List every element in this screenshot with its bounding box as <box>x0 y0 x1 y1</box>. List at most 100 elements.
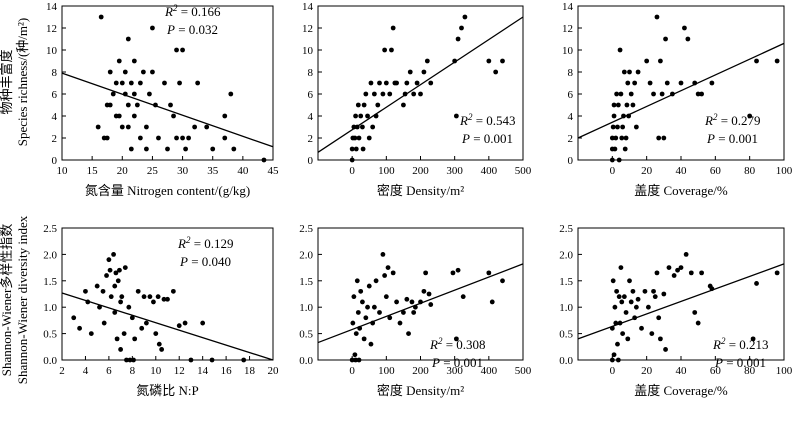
data-point <box>486 270 492 276</box>
data-point <box>131 58 137 64</box>
data-point <box>360 299 365 305</box>
data-point <box>409 299 415 305</box>
x-tick-label: 100 <box>378 165 395 177</box>
data-point <box>380 252 386 257</box>
y-tick-label: 10 <box>46 45 58 57</box>
data-point <box>630 288 636 294</box>
data-point <box>366 283 372 289</box>
data-point <box>147 91 152 97</box>
data-point <box>671 273 677 278</box>
data-point <box>147 294 153 300</box>
data-point <box>349 157 355 163</box>
r-squared-exponent: 2 <box>173 3 178 13</box>
data-point <box>699 270 704 276</box>
data-point <box>180 135 185 141</box>
data-point <box>407 69 413 75</box>
y-tick-label: 2.0 <box>43 249 57 261</box>
x-tick-label: 300 <box>446 365 463 377</box>
y-tick-label: 2.5 <box>43 223 57 235</box>
x-axis-label: 氮磷比 N:P <box>136 383 198 398</box>
data-point <box>370 320 376 326</box>
y-tick-label: 1.0 <box>299 302 313 314</box>
data-point <box>394 299 399 305</box>
data-point <box>616 157 622 163</box>
y-tick-label: 2.5 <box>299 223 313 235</box>
data-point <box>353 331 359 336</box>
data-point <box>377 80 382 86</box>
data-point <box>161 296 167 302</box>
data-point <box>455 36 461 42</box>
y-tick-label: 1.5 <box>559 276 573 288</box>
data-point <box>377 310 382 315</box>
data-point <box>122 69 128 75</box>
data-point <box>620 124 626 130</box>
data-point <box>150 25 155 31</box>
data-point <box>135 288 141 294</box>
data-point <box>774 58 780 64</box>
data-point <box>107 69 113 75</box>
y-tick-label: 4 <box>308 111 314 123</box>
trend-line <box>317 16 524 153</box>
top-y-label-cn: 物种丰富度 <box>0 49 14 114</box>
data-point <box>222 135 228 141</box>
y-tick-label: 14 <box>302 1 314 13</box>
data-point <box>651 91 656 97</box>
data-point <box>131 357 136 363</box>
data-point <box>104 135 110 141</box>
data-point <box>204 124 210 130</box>
bottom-y-label-cn: Shannon-Wiener多样性指数 <box>0 224 14 377</box>
data-point <box>414 80 420 86</box>
data-point <box>613 135 619 141</box>
y-tick-label: 8 <box>308 67 314 79</box>
x-tick-label: 20 <box>641 365 653 377</box>
data-point <box>418 91 423 97</box>
data-point <box>144 146 149 152</box>
data-point <box>351 294 357 300</box>
data-point <box>493 69 499 75</box>
x-tick-label: 400 <box>481 365 498 377</box>
x-tick-label: 45 <box>268 165 280 177</box>
data-point <box>489 299 495 305</box>
scatter-panel-2: 0 100 200 300 400 500 0 2 4 6 8 10 12 14 密度 Density/m²… <box>302 1 532 198</box>
data-point <box>383 80 389 86</box>
data-point <box>113 270 119 276</box>
data-point <box>609 157 615 163</box>
r-squared-exponent: 2 <box>468 112 473 122</box>
x-tick-label: 500 <box>515 165 532 177</box>
y-tick-label: 1.0 <box>559 302 573 314</box>
r-squared-label: R2 = 0.279 <box>704 112 761 128</box>
x-tick-label: 18 <box>244 365 256 377</box>
data-point <box>612 146 618 152</box>
y-tick-label: 12 <box>562 23 573 35</box>
data-point <box>421 288 427 294</box>
data-point <box>373 278 379 284</box>
y-tick-label: 0.0 <box>299 355 313 367</box>
data-point <box>609 135 615 141</box>
data-point <box>628 91 634 97</box>
data-point <box>699 91 704 97</box>
data-point <box>486 58 492 64</box>
data-point <box>649 331 655 336</box>
p-value-label: P = 0.001 <box>714 355 766 370</box>
data-point <box>383 294 389 300</box>
data-point <box>453 336 459 342</box>
scatter-panel-4: 2 4 6 8 10 12 14 16 18 20 0.0 0.5 1.0 1.5 2.0 2.5 氮磷比 N:… <box>43 223 279 398</box>
data-point <box>609 325 615 331</box>
data-point <box>412 304 418 310</box>
x-tick-label: 20 <box>117 165 129 177</box>
data-point <box>656 135 662 141</box>
data-point <box>450 270 456 276</box>
x-tick-label: 0 <box>610 165 616 177</box>
data-point <box>352 135 358 141</box>
data-point <box>131 91 137 97</box>
x-tick-label: 10 <box>57 165 69 177</box>
data-point <box>111 252 116 257</box>
data-point <box>119 124 125 130</box>
data-point <box>360 146 366 152</box>
data-point <box>754 58 759 64</box>
data-point <box>615 124 620 130</box>
data-point <box>125 102 131 108</box>
data-point <box>144 320 149 326</box>
data-point <box>108 294 114 300</box>
